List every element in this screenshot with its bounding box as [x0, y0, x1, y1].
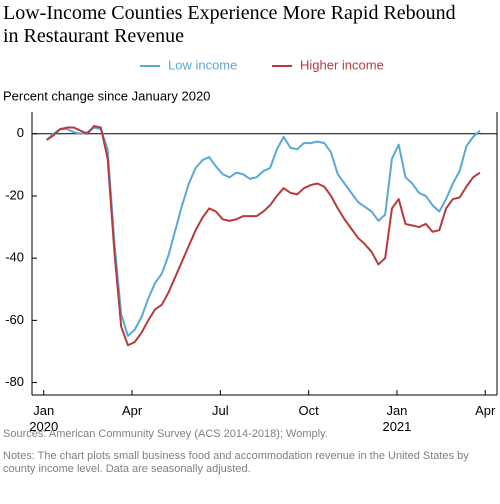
chart-title: Low-Income Counties Experience More Rapi… [3, 2, 456, 47]
x-tick-label: Apr [122, 403, 143, 418]
y-tick-label: -20 [5, 187, 24, 202]
notes: Notes: The chart plots small business fo… [3, 450, 469, 475]
y-tick-label: -60 [5, 312, 24, 327]
x-tick-label: Jan 2021 [382, 403, 411, 434]
x-tick-label: Apr [475, 403, 496, 418]
legend-label: Higher income [300, 57, 384, 72]
x-tick-label: Jan 2020 [29, 403, 58, 434]
y-tick-label: -40 [5, 250, 24, 265]
data-line [46, 126, 481, 337]
y-tick-label: 0 [17, 125, 24, 140]
data-line [46, 124, 481, 347]
x-tick-label: Jul [212, 403, 229, 418]
y-axis-label: Percent change since January 2020 [3, 88, 210, 103]
legend-label: Low income [168, 57, 237, 72]
y-tick-label: -80 [5, 374, 24, 389]
x-tick-label: Oct [299, 403, 320, 418]
source: Sources: American Community Survey (ACS … [3, 428, 328, 440]
